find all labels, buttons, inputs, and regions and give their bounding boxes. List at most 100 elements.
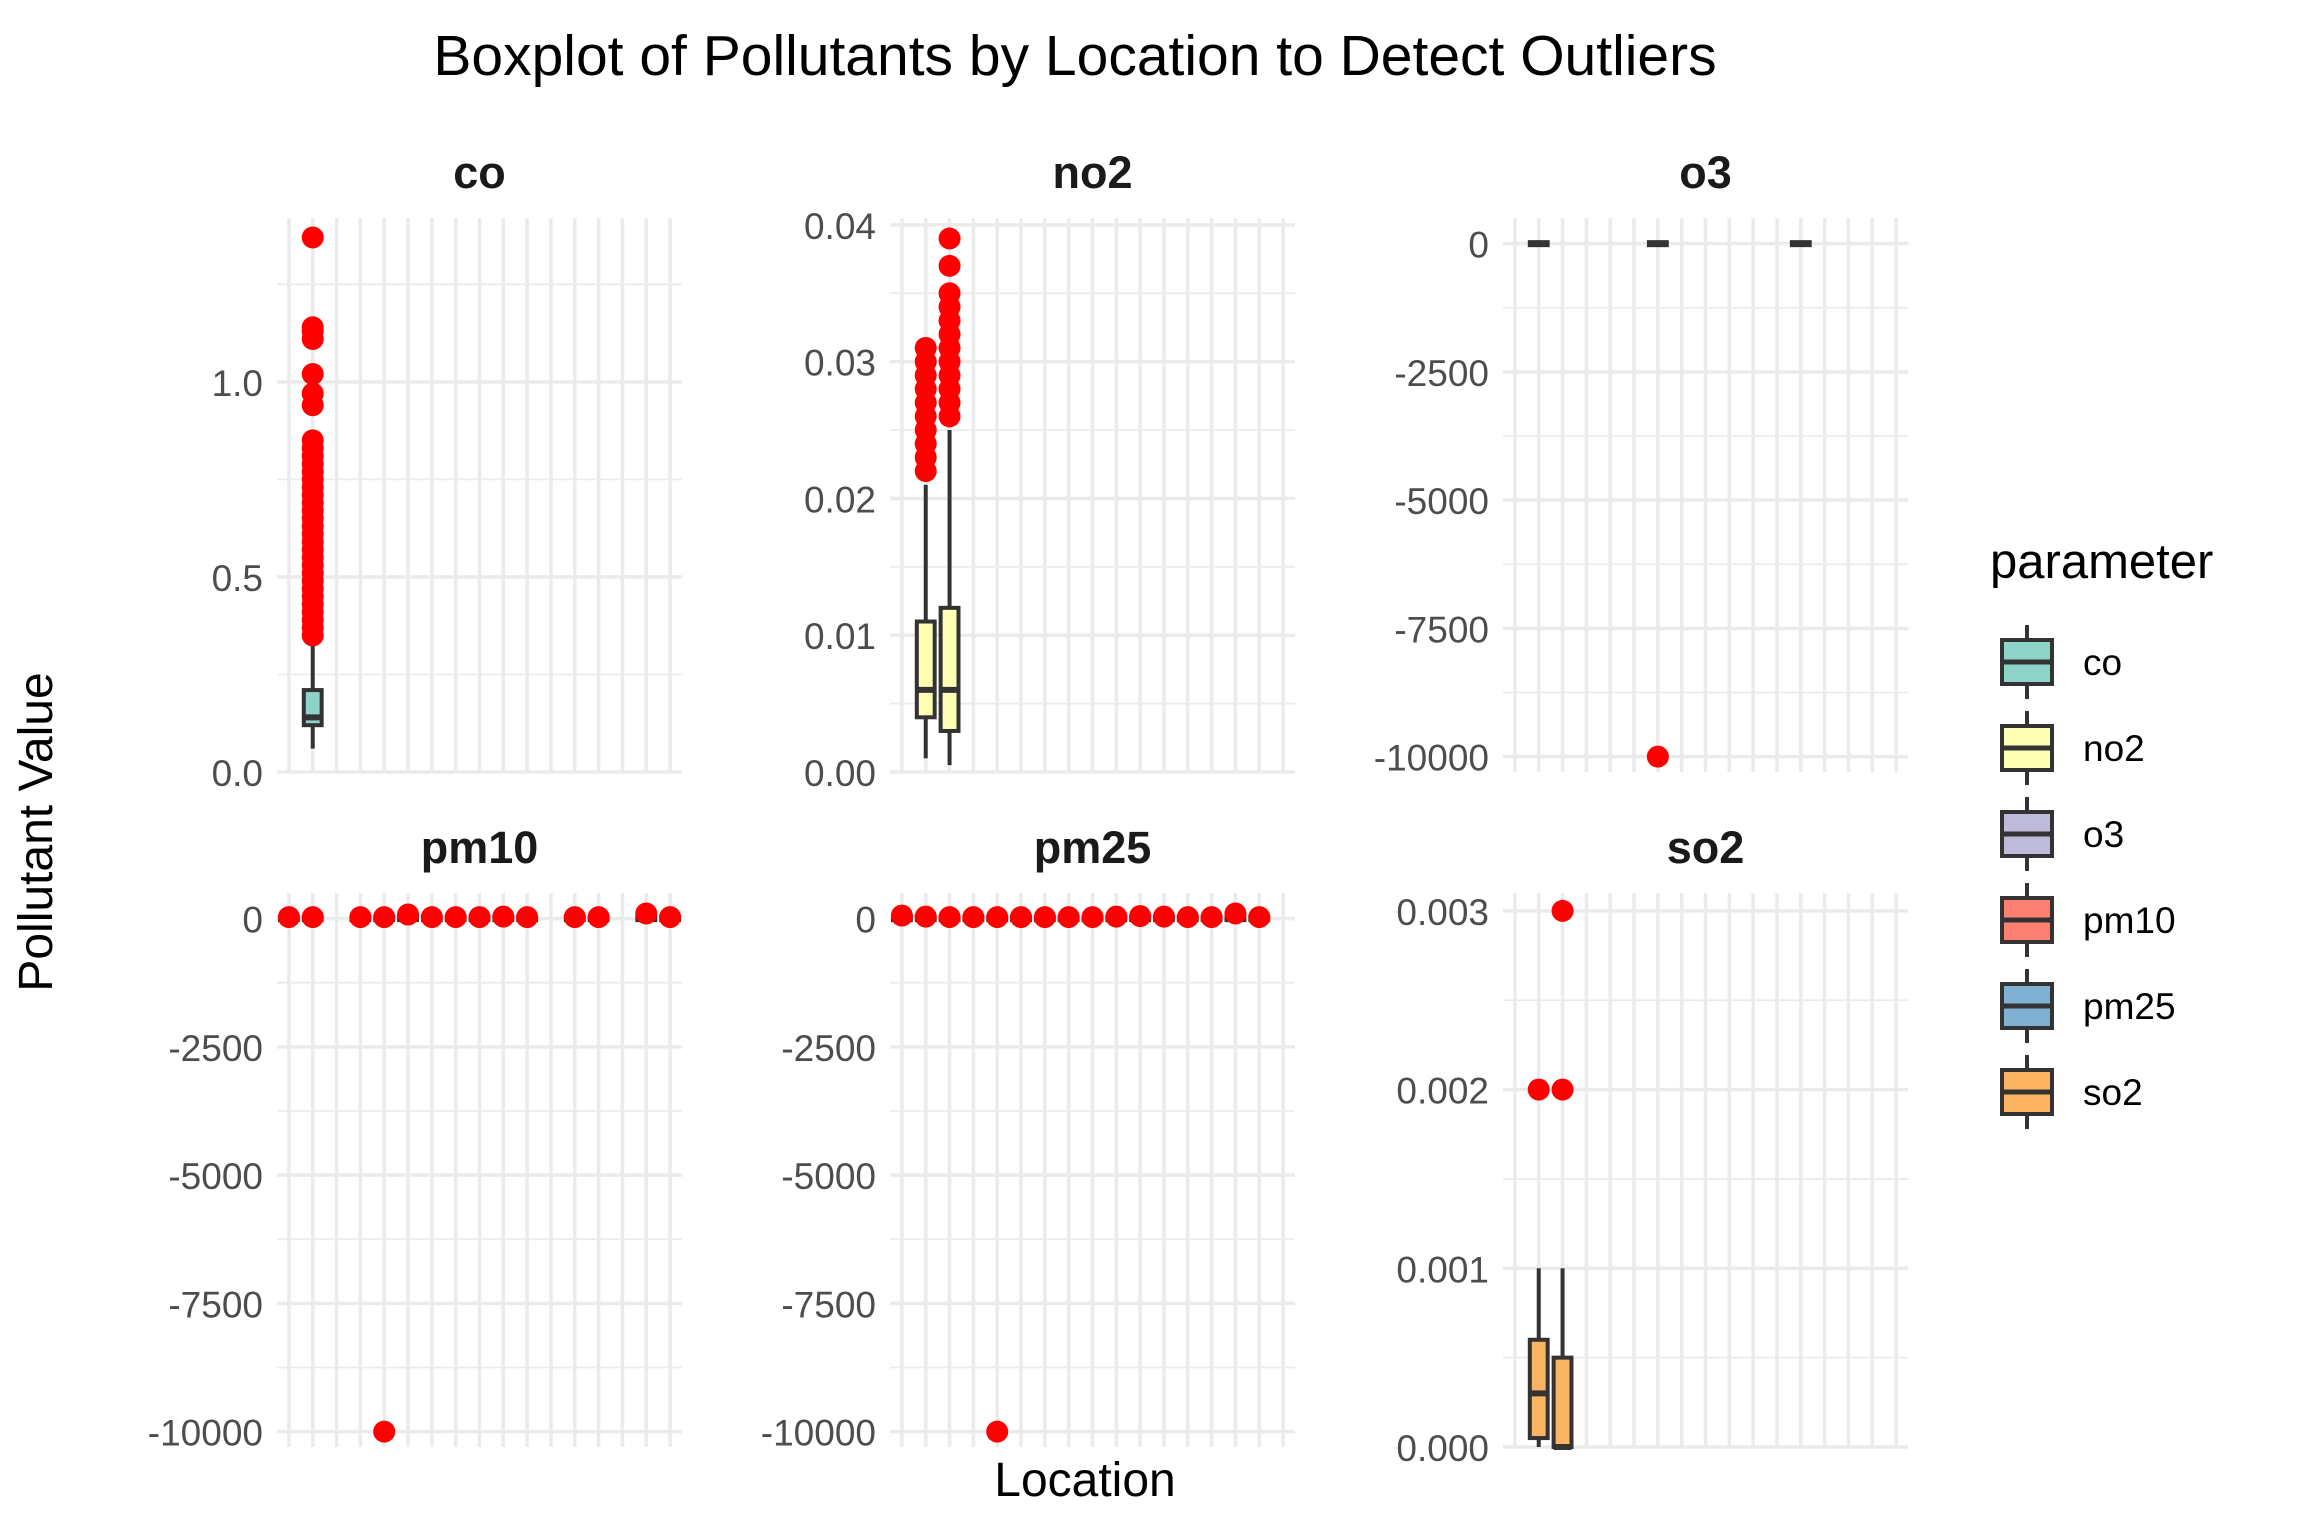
box-pm25-loc-10 (1105, 905, 1128, 928)
box-so2-loc-2 (1527, 1078, 1550, 1447)
y-tick-label: -5000 (781, 1156, 876, 1197)
outlier-point (468, 906, 491, 929)
facet-o3: o3 0 -2500 -5000 -7500 -10000 (1374, 147, 1908, 779)
y-tick-label: 0.03 (804, 343, 876, 384)
x-axis-label: Location (994, 1454, 1175, 1507)
box-pm10-loc-17 (659, 906, 682, 929)
outlier-point (349, 906, 372, 929)
outlier-point (986, 906, 1009, 929)
box-no2-loc-2 (914, 336, 937, 759)
y-tick-label: -7500 (1394, 609, 1489, 650)
facet-strip-label: o3 (1679, 147, 1732, 198)
box-pm10-loc-1 (277, 906, 300, 929)
facet-strip-label: pm25 (1034, 822, 1152, 873)
box-o3-loc-13 (1789, 240, 1812, 248)
y-tick-label: -10000 (1374, 738, 1489, 779)
legend-label: pm10 (2083, 900, 2176, 941)
box-o3-loc-7 (1646, 240, 1669, 768)
outlier-point (1527, 1078, 1550, 1101)
box-pm10-loc-14 (587, 906, 610, 929)
y-tick-label: -10000 (148, 1413, 263, 1454)
box-pm25-loc-14 (1200, 906, 1223, 929)
box-pm10-loc-9 (468, 906, 491, 929)
y-tick-label: -7500 (168, 1284, 263, 1325)
box-pm25-loc-12 (1152, 905, 1175, 928)
outlier-point (301, 382, 324, 405)
box-pm10-loc-2 (301, 906, 324, 929)
outlier-point (516, 906, 539, 929)
box-pm25-loc-15 (1224, 902, 1247, 925)
legend-item-no2: no2 (2000, 711, 2145, 785)
legend-item-pm10: pm10 (2000, 883, 2176, 957)
legend-label: co (2083, 642, 2122, 683)
outlier-point (938, 227, 961, 250)
box-pm10-loc-16 (635, 902, 658, 925)
y-tick-label: 0.001 (1396, 1249, 1489, 1290)
box-o3-loc-2 (1527, 240, 1550, 248)
legend-item-co: co (2000, 625, 2122, 699)
iqr-box (1527, 1337, 1550, 1441)
outlier-point (492, 905, 515, 928)
box-pm25-loc-9 (1081, 906, 1104, 929)
box-pm10-loc-8 (444, 906, 467, 929)
legend-label: pm25 (2083, 986, 2176, 1027)
outlier-point (373, 1420, 396, 1443)
legend-label: o3 (2083, 814, 2124, 855)
box-pm10-loc-11 (516, 906, 539, 929)
outlier-point (1033, 906, 1056, 929)
chart-title: Boxplot of Pollutants by Location to Det… (433, 24, 1716, 88)
facet-so2: so2 0.000 0.001 0.002 0.003 (1396, 822, 1908, 1469)
outlier-point (938, 282, 961, 305)
y-tick-label: 0.003 (1396, 892, 1489, 933)
y-tick-label: -2500 (168, 1028, 263, 1069)
y-tick-label: 0.002 (1396, 1071, 1489, 1112)
facet-panels: co 0.0 0.5 1.0 no2 0.00 0.01 0.02 0.03 0.04 o3 0 -25… (148, 147, 1908, 1469)
legend-item-pm25: pm25 (2000, 969, 2176, 1043)
outlier-point (1152, 905, 1175, 928)
box-pm25-loc-6 (1010, 906, 1033, 929)
outlier-point (635, 902, 658, 925)
legend-items: co no2 o3 pm10 pm25 so2 (2000, 625, 2176, 1129)
outlier-point (397, 903, 420, 926)
outlier-point (420, 906, 443, 929)
y-tick-label: 0 (242, 900, 263, 941)
outlier-point (301, 363, 324, 386)
box-so2-loc-3 (1551, 899, 1574, 1450)
y-tick-label: 0.0 (212, 753, 263, 794)
outlier-point (301, 316, 324, 339)
y-tick-label: -10000 (761, 1413, 876, 1454)
facet-strip-label: pm10 (421, 822, 539, 873)
iqr-box (1551, 1355, 1574, 1449)
outlier-point (1551, 1078, 1574, 1101)
legend-item-so2: so2 (2000, 1055, 2143, 1129)
legend: parameter co no2 o3 pm10 pm25 so2 (1990, 535, 2213, 1129)
outlier-point (1176, 906, 1199, 929)
box-pm10-loc-4 (349, 906, 372, 929)
outlier-point (962, 906, 985, 929)
box-no2-loc-3 (938, 227, 961, 766)
outlier-point (1551, 899, 1574, 922)
y-tick-label: 0.01 (804, 616, 876, 657)
facet-co: co 0.0 0.5 1.0 (212, 147, 682, 794)
outlier-point (1248, 906, 1271, 929)
box-pm10-loc-10 (492, 905, 515, 928)
facet-pm10: pm10 0 -2500 -5000 -7500 -10000 (148, 822, 682, 1454)
legend-label: no2 (2083, 728, 2145, 769)
facet-strip-label: no2 (1052, 147, 1132, 198)
legend-label: so2 (2083, 1072, 2143, 1113)
outlier-point (1224, 902, 1247, 925)
y-tick-label: -2500 (781, 1028, 876, 1069)
outlier-point (587, 906, 610, 929)
y-tick-label: -2500 (1394, 353, 1489, 394)
outlier-point (301, 226, 324, 249)
box-pm25-loc-5 (986, 906, 1009, 1443)
y-tick-label: 0.00 (804, 753, 876, 794)
outlier-point (1057, 906, 1080, 929)
outlier-point (890, 904, 913, 927)
y-tick-label: 0 (855, 900, 876, 941)
box-pm25-loc-1 (890, 904, 913, 927)
outlier-point (1646, 745, 1669, 768)
box-pm10-loc-7 (420, 906, 443, 929)
outlier-point (986, 1420, 1009, 1443)
